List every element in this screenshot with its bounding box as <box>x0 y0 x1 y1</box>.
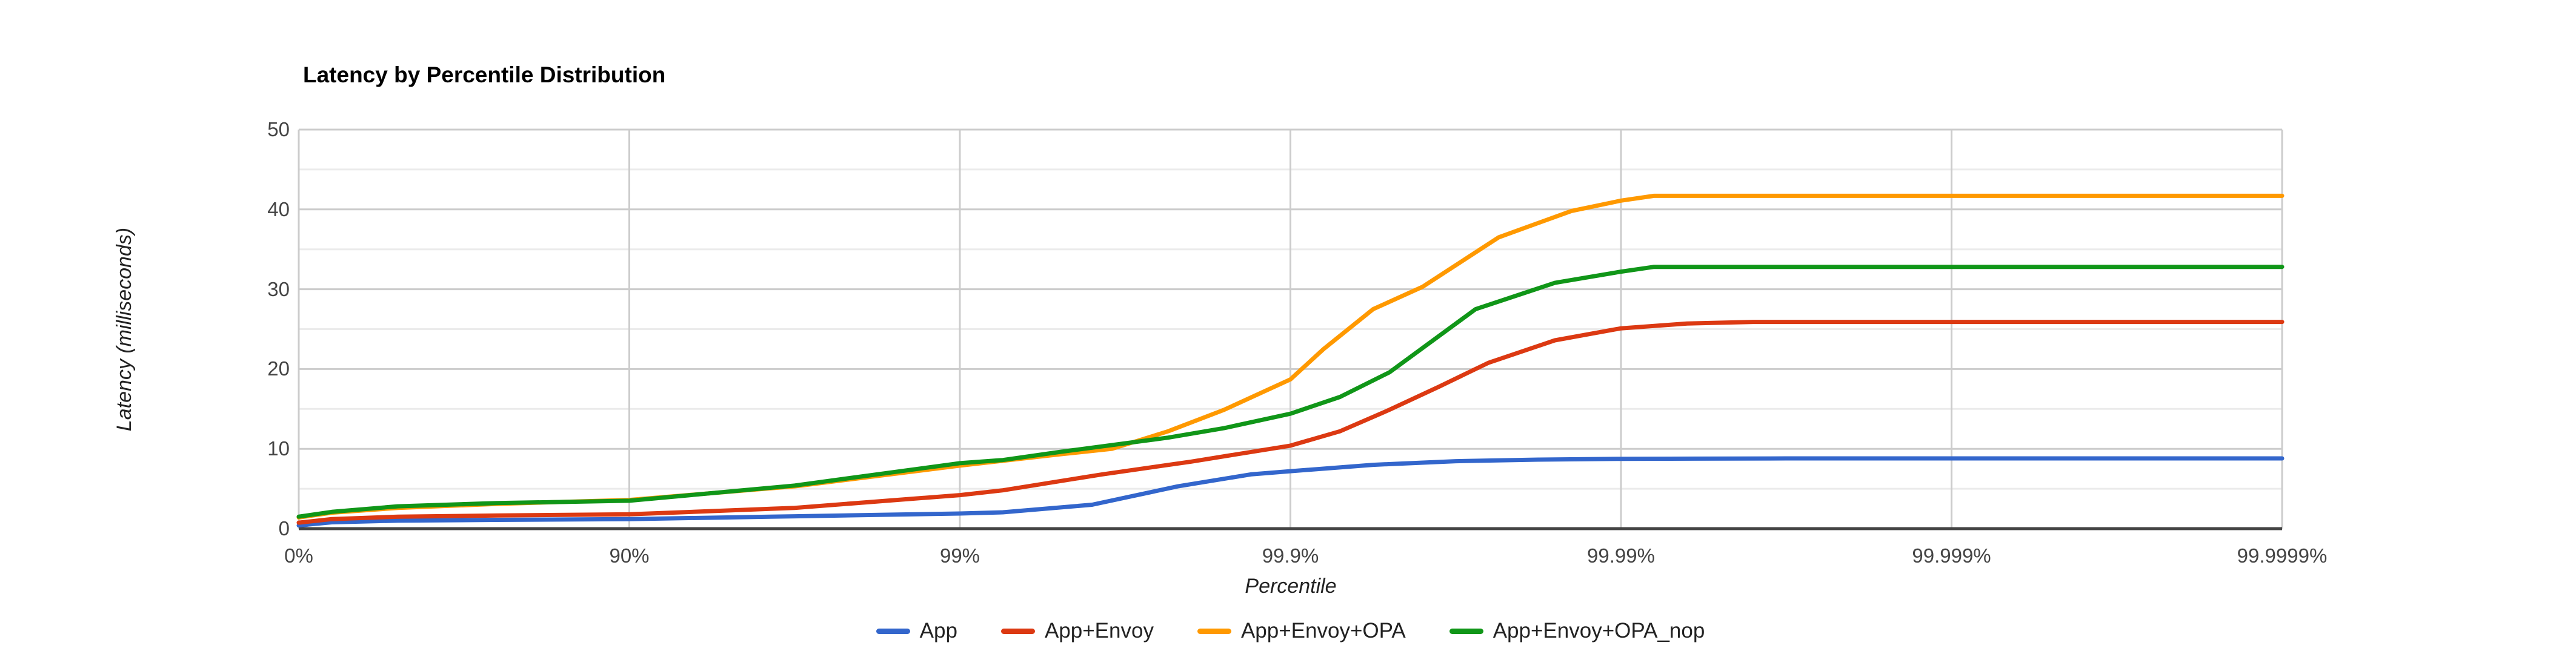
legend-item-app-envoy: App+Envoy <box>1000 619 1154 643</box>
y-tick-label-30: 30 <box>267 277 290 300</box>
x-tick-label-99.9999pct: 99.9999% <box>2237 544 2328 567</box>
x-tick-label-99.99pct: 99.99% <box>1587 544 1655 567</box>
x-tick-label-99pct: 99% <box>939 544 980 567</box>
series-line-App+Envoy[interactable] <box>296 320 2285 525</box>
chart-legend: App App+Envoy App+Envoy+OPA App+Envoy+OP… <box>299 619 2282 643</box>
x-tick-label-99.9pct: 99.9% <box>1262 544 1319 567</box>
series-line-App+Envoy+OPA_nop[interactable] <box>296 265 2285 519</box>
x-tick-label-99.999pct: 99.999% <box>1912 544 1991 567</box>
legend-swatch-app <box>876 628 910 634</box>
legend-label-app-envoy-opa-nop: App+Envoy+OPA_nop <box>1493 619 1705 642</box>
series-line-App[interactable] <box>296 456 2285 528</box>
x-axis-title: Percentile <box>1245 575 1337 598</box>
legend-label-app: App <box>919 619 957 642</box>
legend-label-app-envoy: App+Envoy <box>1044 619 1154 642</box>
legend-item-app: App <box>876 619 957 643</box>
y-tick-label-20: 20 <box>267 357 290 380</box>
legend-item-app-envoy-opa-nop: App+Envoy+OPA_nop <box>1449 619 1705 643</box>
x-tick-label-0pct: 0% <box>284 544 313 567</box>
legend-swatch-app-envoy <box>1000 628 1035 634</box>
legend-swatch-app-envoy-opa-nop <box>1449 628 1483 634</box>
x-tick-label-90pct: 90% <box>609 544 650 567</box>
legend-label-app-envoy-opa: App+Envoy+OPA <box>1240 619 1406 642</box>
legend-item-app-envoy-opa: App+Envoy+OPA <box>1197 619 1406 643</box>
y-tick-label-50: 50 <box>267 118 290 140</box>
y-tick-label-40: 40 <box>267 197 290 220</box>
y-tick-label-0: 0 <box>278 517 290 540</box>
legend-swatch-app-envoy-opa <box>1197 628 1231 634</box>
chart-title: Latency by Percentile Distribution <box>303 62 666 87</box>
y-tick-label-10: 10 <box>267 437 290 460</box>
